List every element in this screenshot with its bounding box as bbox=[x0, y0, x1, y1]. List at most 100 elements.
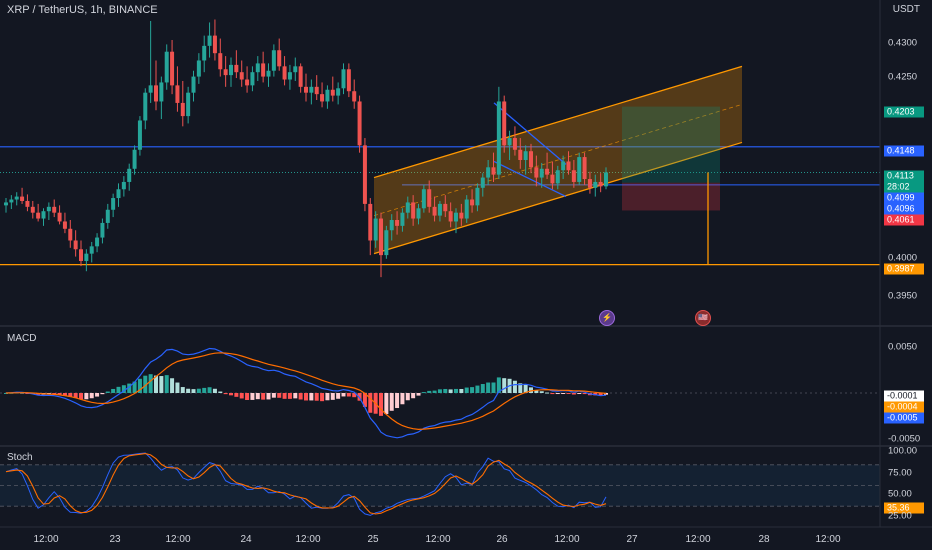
candle-body bbox=[234, 64, 239, 73]
flag-lower-line[interactable] bbox=[493, 160, 567, 198]
target-price-badge: 0.4203 bbox=[884, 106, 924, 118]
candle-body bbox=[266, 70, 271, 77]
candle-body bbox=[100, 222, 105, 238]
support-price-badge: 0.3987 bbox=[884, 263, 924, 275]
candle-body bbox=[132, 149, 137, 169]
candle-body bbox=[282, 66, 287, 80]
time-tick: 12:00 bbox=[815, 534, 841, 545]
candle-body bbox=[25, 200, 30, 207]
macd-histogram-bar bbox=[395, 392, 400, 409]
macd-histogram-bar bbox=[550, 392, 555, 395]
macd-histogram-bar bbox=[448, 389, 453, 393]
candle-body bbox=[437, 203, 442, 216]
macd-histogram-bar bbox=[261, 392, 266, 400]
candle-body bbox=[454, 212, 458, 222]
candle-body bbox=[218, 53, 223, 70]
candle-body bbox=[432, 206, 437, 216]
candle-body bbox=[577, 157, 582, 182]
macd-histogram-bar bbox=[512, 380, 517, 393]
channel-upper-line[interactable] bbox=[373, 65, 743, 179]
stoch-tick: 100.00 bbox=[888, 445, 918, 457]
candle-body bbox=[89, 246, 94, 254]
macd-histogram-bar bbox=[196, 388, 201, 393]
macd-histogram-bar bbox=[207, 387, 212, 393]
stoch-value-badge: 35.36 bbox=[884, 502, 924, 514]
candle-body bbox=[336, 88, 341, 96]
macd-histogram-bar bbox=[100, 392, 105, 395]
candle-body bbox=[561, 161, 566, 171]
stoch-label[interactable]: Stoch bbox=[7, 452, 33, 463]
macd-histogram-bar bbox=[480, 384, 485, 393]
macd-histogram-bar bbox=[598, 392, 603, 396]
candle-body bbox=[127, 168, 132, 182]
candle-body bbox=[164, 51, 169, 83]
macd-pane[interactable] bbox=[0, 347, 880, 439]
candle-body bbox=[57, 212, 62, 222]
candle-body bbox=[73, 240, 78, 250]
macd-histogram-bar bbox=[137, 378, 142, 393]
price-tick: 0.4250 bbox=[888, 71, 918, 83]
stoch-tick: 75.00 bbox=[888, 467, 912, 479]
macd-histogram-bar bbox=[68, 392, 73, 397]
candle-body bbox=[116, 189, 121, 199]
position-profit-zone[interactable] bbox=[622, 106, 720, 183]
macd-histogram-bar bbox=[459, 389, 464, 393]
candle-body bbox=[191, 76, 196, 93]
candle-body bbox=[325, 89, 330, 102]
price-pane[interactable] bbox=[0, 19, 880, 278]
candle-body bbox=[416, 208, 421, 219]
line-price-badge: 0.4096 bbox=[884, 203, 924, 215]
macd-histogram-bar bbox=[159, 376, 164, 393]
candle-body bbox=[314, 86, 319, 95]
candle-body bbox=[555, 170, 560, 184]
candle-body bbox=[405, 202, 410, 213]
time-tick: 12:00 bbox=[685, 534, 711, 545]
macd-histogram-bar bbox=[523, 384, 528, 393]
candle-body bbox=[389, 220, 394, 231]
macd-histogram-bar bbox=[325, 392, 330, 401]
macd-histogram-bar bbox=[79, 392, 83, 400]
candle-body bbox=[255, 63, 260, 73]
candle-body bbox=[20, 196, 25, 201]
channel-lower-line[interactable] bbox=[373, 141, 743, 255]
macd-histogram-bar bbox=[175, 382, 180, 393]
stoch-band bbox=[0, 464, 880, 507]
macd-histogram-bar bbox=[116, 386, 121, 393]
candle-body bbox=[229, 64, 233, 76]
macd-signal-badge: -0.0004 bbox=[884, 401, 924, 413]
channel-median-line[interactable] bbox=[373, 104, 743, 216]
candle-body bbox=[464, 199, 469, 219]
symbol-title[interactable]: XRP / TetherUS, 1h, BINANCE bbox=[7, 4, 158, 16]
candle-body bbox=[362, 145, 367, 204]
macd-histogram-bar bbox=[389, 392, 394, 411]
time-tick: 27 bbox=[626, 534, 638, 545]
time-tick: 23 bbox=[109, 534, 121, 545]
macd-histogram-bar bbox=[282, 392, 287, 399]
candle-body bbox=[384, 230, 389, 256]
candle-body bbox=[30, 206, 35, 213]
macd-histogram-bar bbox=[304, 392, 308, 401]
macd-histogram-bar bbox=[368, 392, 373, 413]
macd-histogram-bar bbox=[170, 378, 175, 393]
macd-histogram-bar bbox=[470, 387, 475, 393]
us-flag-icon[interactable]: 🇺🇸 bbox=[695, 310, 711, 326]
macd-histogram-bar bbox=[52, 392, 57, 395]
stoch-pane[interactable] bbox=[0, 452, 880, 516]
macd-histogram-bar bbox=[62, 392, 67, 396]
macd-histogram-bar bbox=[330, 392, 335, 400]
macd-histogram-bar bbox=[84, 392, 89, 400]
candle-body bbox=[529, 151, 533, 168]
macd-histogram-bar bbox=[379, 392, 383, 416]
candle-body bbox=[443, 203, 448, 212]
macd-histogram-bar bbox=[346, 392, 351, 397]
position-loss-zone[interactable] bbox=[622, 182, 720, 211]
candle-body bbox=[175, 85, 180, 103]
time-tick: 12:00 bbox=[33, 534, 59, 545]
level-price-badge: 0.4148 bbox=[884, 145, 924, 157]
macd-histogram-bar bbox=[518, 383, 523, 393]
macd-histogram-bar bbox=[421, 392, 426, 394]
macd-histogram-bar bbox=[534, 390, 539, 393]
macd-label[interactable]: MACD bbox=[7, 333, 37, 344]
lightning-icon[interactable]: ⚡ bbox=[599, 310, 615, 326]
